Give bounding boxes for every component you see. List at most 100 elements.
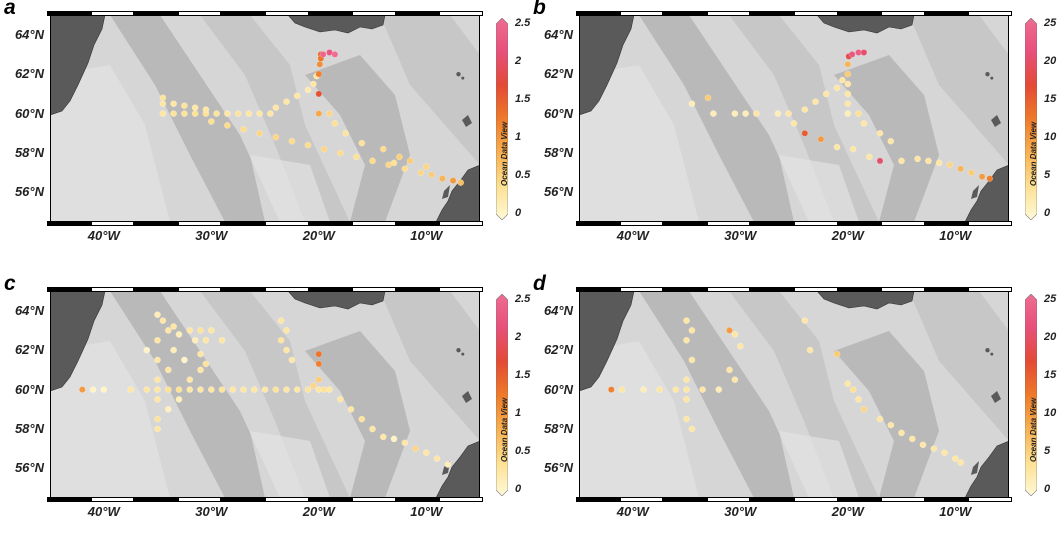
- station-point: [801, 106, 809, 113]
- scale-segment: [794, 497, 838, 502]
- scale-segment: [663, 221, 707, 226]
- latitude-label: 60°N: [14, 105, 44, 121]
- station-point: [277, 317, 285, 324]
- station-point: [683, 396, 690, 403]
- bathymetry-band: [834, 55, 939, 222]
- faroe-islands: [461, 76, 465, 80]
- latitude-label: 56°N: [14, 184, 44, 200]
- station-point: [930, 445, 938, 452]
- station-point: [957, 459, 964, 466]
- station-point: [822, 90, 830, 98]
- latitude-label: 62°N: [543, 342, 573, 358]
- shetland-land: [991, 391, 1001, 403]
- colorbar-tick-label: 2.5: [515, 17, 531, 29]
- station-point: [319, 51, 327, 58]
- station-point: [951, 455, 959, 462]
- greenland-land: [579, 291, 635, 392]
- station-point: [774, 110, 782, 117]
- top-scale-border: [576, 11, 1012, 16]
- top-scale-border: [47, 11, 483, 16]
- scale-segment: [663, 497, 707, 502]
- station-point: [876, 415, 884, 423]
- colorbar-tick-label: 15: [1044, 93, 1057, 105]
- latitude-label: 60°N: [14, 381, 44, 397]
- top-scale-border: [576, 287, 1012, 292]
- colorbar-tick-label: 20: [1044, 55, 1057, 67]
- station-point: [968, 169, 975, 176]
- station-point: [175, 331, 183, 338]
- map-area: [579, 15, 1009, 222]
- map-svg: [579, 291, 1009, 498]
- scale-segment: [968, 497, 1012, 502]
- station-point: [844, 100, 852, 107]
- station-point: [379, 145, 387, 153]
- scale-segment: [924, 11, 969, 16]
- scale-segment: [221, 497, 265, 502]
- scale-segment: [177, 11, 222, 16]
- shetland-land: [991, 115, 1001, 127]
- ocean-data-view-watermark: Ocean Data View: [500, 397, 509, 462]
- station-point: [699, 386, 706, 393]
- scale-segment: [352, 221, 396, 226]
- station-point: [310, 382, 317, 389]
- scale-segment: [837, 497, 882, 502]
- scale-segment: [794, 221, 838, 226]
- colorbar-gradient: [1025, 294, 1037, 496]
- station-point: [439, 175, 446, 182]
- station-point: [304, 141, 312, 149]
- colorbar-tick-label: 1: [515, 407, 522, 419]
- colorbar-tick-label: 1.5: [515, 369, 531, 381]
- longitude-label: 20°W: [302, 504, 335, 519]
- colorbar-tick-label: 2: [515, 331, 522, 343]
- station-point: [946, 161, 954, 169]
- scale-segment: [134, 497, 178, 502]
- station-point: [406, 157, 414, 165]
- station-point: [801, 130, 809, 137]
- station-point: [731, 376, 739, 383]
- station-point: [207, 118, 215, 125]
- scale-segment: [221, 11, 265, 16]
- station-point: [170, 100, 177, 107]
- station-point: [848, 51, 856, 58]
- station-point: [640, 386, 647, 393]
- panel-letter: c: [4, 272, 16, 295]
- station-point: [941, 449, 948, 456]
- faroe-islands: [985, 71, 990, 77]
- station-point: [898, 157, 905, 165]
- station-point: [353, 153, 360, 161]
- longitude-label: 30°W: [195, 228, 228, 243]
- scale-segment: [750, 497, 794, 502]
- station-point: [844, 380, 852, 387]
- station-point: [433, 455, 441, 462]
- station-point: [143, 386, 151, 393]
- station-point: [154, 396, 161, 403]
- scale-segment: [663, 287, 707, 292]
- scale-segment: [576, 221, 620, 226]
- longitude-label: 30°W: [724, 504, 757, 519]
- station-point: [165, 366, 172, 374]
- station-point: [191, 104, 199, 111]
- scale-segment: [134, 221, 178, 226]
- station-point: [607, 386, 615, 393]
- scale-segment: [794, 11, 838, 16]
- longitude-label: 30°W: [195, 504, 228, 519]
- station-point: [844, 80, 852, 88]
- scale-segment: [924, 287, 969, 292]
- station-point: [326, 110, 333, 117]
- station-point: [401, 165, 409, 173]
- scale-segment: [177, 221, 222, 226]
- station-point: [919, 441, 927, 449]
- longitude-label: 10°W: [410, 228, 443, 243]
- abyssal-plain: [50, 341, 170, 498]
- bathymetry-band: [909, 291, 1009, 441]
- scale-segment: [221, 287, 265, 292]
- station-point: [256, 110, 263, 117]
- scale-segment: [706, 287, 751, 292]
- station-point: [710, 110, 717, 117]
- bathymetry-band: [110, 15, 280, 222]
- colorbar: [1025, 294, 1037, 496]
- station-point: [191, 110, 199, 117]
- station-point: [978, 173, 986, 180]
- faroe-islands: [990, 76, 994, 80]
- map-panel-c: c 64°N 62°N 60°N 58°N 56°N 40°W 30°W 20°W 10°W 2.5…: [0, 272, 531, 552]
